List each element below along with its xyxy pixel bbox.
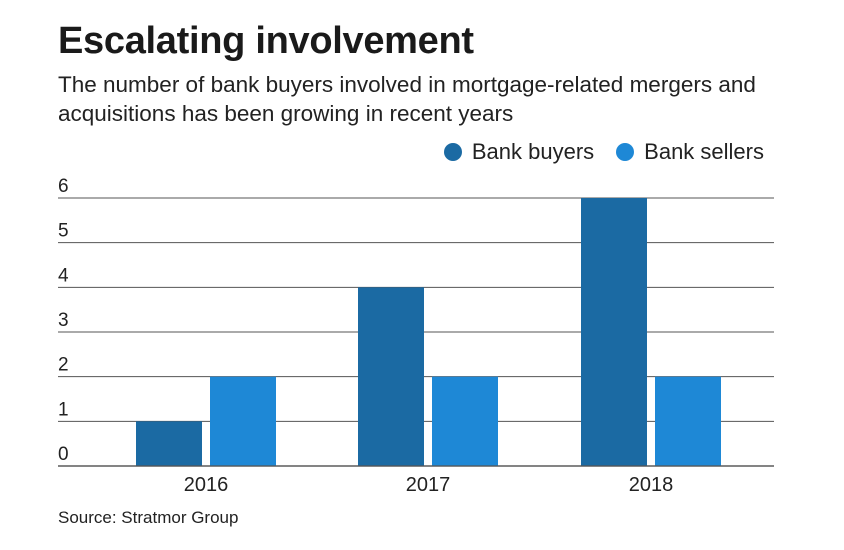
x-tick-label-2016: 2016 [184, 474, 229, 496]
legend-swatch-bank-buyers [443, 143, 462, 161]
bar-bank-sellers-2017 [432, 376, 498, 466]
legend-swatch-bank-sellers [616, 143, 635, 161]
bar-bank-buyers-2017 [358, 287, 424, 466]
bar-bank-buyers-2016 [136, 421, 202, 466]
bar-bank-sellers-2018 [655, 376, 721, 466]
legend-label-bank-sellers: Bank sellers [644, 139, 764, 164]
chart-subtitle: The number of bank buyers involved in mo… [58, 72, 756, 126]
x-tick-label-2018: 2018 [629, 474, 674, 496]
y-tick-label-0: 0 [58, 444, 69, 465]
legend-item-bank-sellers: Bank sellers [616, 139, 764, 165]
chart-title: Escalating involvement [58, 20, 474, 62]
x-tick-label-2017: 2017 [406, 474, 451, 496]
y-tick-label-5: 5 [58, 221, 69, 242]
source-note: Source: Stratmor Group [58, 508, 239, 527]
legend-label-bank-buyers: Bank buyers [471, 139, 595, 164]
legend: Bank buyers Bank sellers [422, 139, 764, 165]
y-tick-label-4: 4 [58, 265, 69, 286]
legend-item-bank-buyers: Bank buyers [443, 139, 595, 165]
bar-bank-sellers-2016 [210, 376, 276, 466]
y-tick-label-6: 6 [58, 176, 69, 197]
y-tick-label-1: 1 [58, 399, 69, 420]
y-tick-label-3: 3 [58, 310, 69, 331]
bar-bank-buyers-2018 [581, 198, 647, 466]
y-tick-label-2: 2 [58, 355, 69, 376]
